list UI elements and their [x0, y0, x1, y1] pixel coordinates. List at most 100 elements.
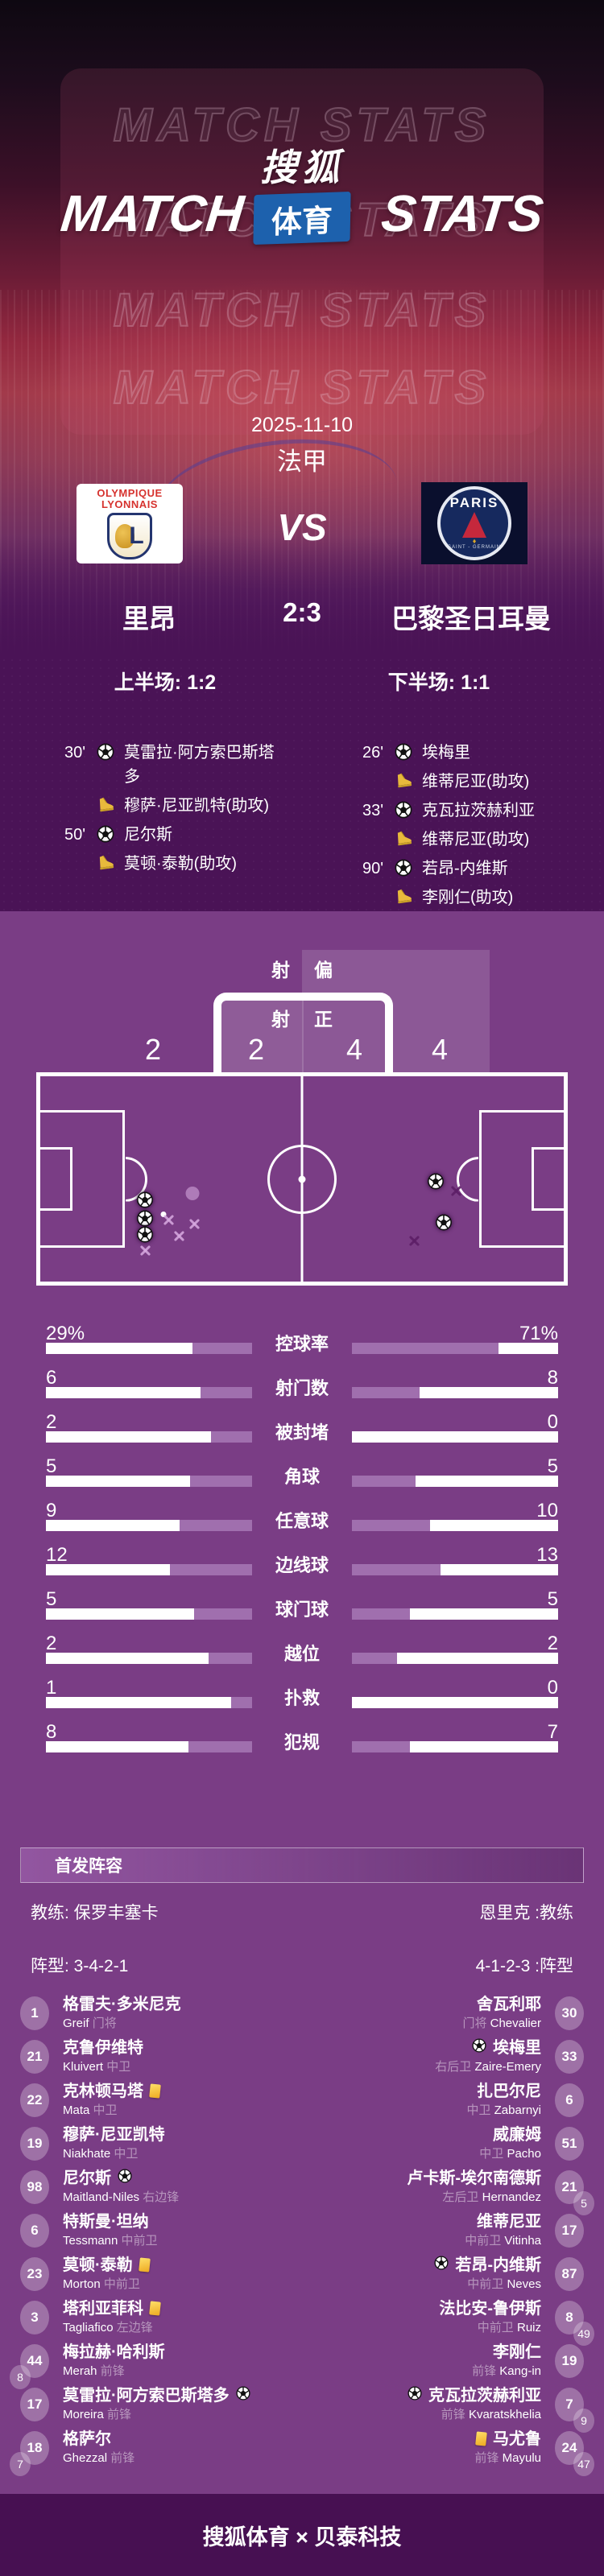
player-main: 法比安-鲁伊斯 中前卫 Ruiz — [439, 2299, 541, 2335]
home-stat-value: 2 — [46, 1633, 57, 1654]
soccer-ball-icon — [427, 1173, 444, 1190]
player-name-line: 克鲁伊维特 — [63, 2038, 143, 2058]
home-stat-value: 1 — [46, 1677, 57, 1699]
event-player: 维蒂尼亚(助攻) — [422, 773, 530, 791]
player-name-line: 梅拉赫·哈利斯 — [63, 2343, 165, 2362]
missed-shot-marker — [188, 1218, 201, 1235]
player-main: 梅拉赫·哈利斯 Merah 前锋 — [63, 2343, 165, 2379]
player-latin-name: Hernandez — [482, 2190, 541, 2204]
shirt-number-badge: 17 — [555, 2214, 584, 2248]
goal-event-row: 90' 若昂-内维斯 — [362, 857, 604, 881]
home-stat-fill — [188, 1741, 252, 1752]
second-half-score: 下半场: 1:1 — [387, 671, 490, 694]
shirt-number-badge: 22 — [20, 2083, 49, 2117]
player-latin-name: Greif — [63, 2017, 89, 2030]
shirt-number-badge: 3 — [20, 2301, 49, 2334]
player-subline: Tessmann 中前卫 — [63, 2234, 158, 2248]
shirt-number-badge: 30 — [555, 1996, 584, 2030]
event-icon — [395, 741, 422, 765]
stat-label: 被封堵 — [275, 1422, 329, 1443]
player-name-line: 穆萨·尼亚凯特 — [63, 2125, 165, 2145]
shirt-number-badge: 6 — [20, 2214, 49, 2248]
goal-location-marker — [435, 1214, 452, 1235]
shirt-number-badge: 87 — [555, 2257, 584, 2291]
event-icon — [395, 857, 422, 881]
player-name: 格雷夫·多米尼克 — [63, 1996, 181, 2013]
shots-off-target-label: 射偏 — [271, 960, 357, 980]
player-latin-name: Morton — [63, 2277, 101, 2291]
event-player: 埃梅里 — [422, 744, 470, 762]
player-main: 特斯曼·坦纳 Tessmann 中前卫 — [63, 2212, 158, 2248]
soccer-ball-icon — [434, 2256, 449, 2270]
player-main: 穆萨·尼亚凯特 Niakhate 中卫 — [63, 2125, 165, 2161]
stat-label: 扑救 — [283, 1688, 320, 1708]
soccer-ball-icon — [137, 1191, 153, 1208]
event-time: 50' — [64, 826, 86, 844]
stat-label: 犯规 — [283, 1732, 320, 1752]
vs-label: VS — [277, 506, 327, 548]
stat-row: 29% 71% 控球率 — [0, 1324, 604, 1368]
home-stat-bar — [46, 1520, 252, 1531]
player-position: 中前卫 — [121, 2234, 158, 2248]
player-name: 穆萨·尼亚凯特 — [63, 2126, 165, 2144]
home-stat-value: 9 — [46, 1500, 57, 1521]
player-latin-name: Mata — [63, 2103, 90, 2117]
player-name-line: 克林顿马塔 — [63, 2082, 161, 2101]
soccer-ball-icon — [137, 1210, 153, 1226]
player-latin-name: Pacho — [507, 2147, 541, 2161]
event-icon — [97, 852, 124, 876]
stat-label: 控球率 — [275, 1334, 329, 1354]
player-row: 6 特斯曼·坦纳 Tessmann 中前卫 — [0, 2212, 302, 2256]
sports-logo-box: 体育 — [253, 191, 351, 246]
away-stat-value: 71% — [519, 1323, 558, 1344]
goal-event-row: 维蒂尼亚(助攻) — [362, 828, 604, 852]
home-team-name: 里昂 — [122, 604, 176, 634]
substitute-number-badge: 9 — [573, 2409, 594, 2433]
soccer-ball-icon — [435, 1214, 452, 1231]
player-name-line: 法比安-鲁伊斯 — [439, 2299, 541, 2318]
final-score: 2:3 — [283, 597, 321, 627]
footer-text: 搜狐体育 × 贝泰科技 — [202, 2524, 402, 2549]
home-stat-fill — [192, 1343, 252, 1354]
goal-event-row: 莫顿·泰勒(助攻) — [64, 852, 306, 876]
player-name: 若昂-内维斯 — [455, 2256, 541, 2274]
substitute-number-badge: 8 — [10, 2365, 31, 2389]
player-name: 尼尔斯 — [63, 2169, 111, 2187]
player-subline: Moreira 前锋 — [63, 2408, 250, 2422]
watermark-text: MATCH STATS — [113, 361, 491, 415]
player-subline: Morton 中前卫 — [63, 2277, 150, 2292]
assist-boot-icon — [99, 797, 114, 812]
player-subline: Merah 前锋 — [63, 2364, 165, 2379]
player-subline: Ghezzal 前锋 — [63, 2451, 134, 2466]
event-player: 维蒂尼亚(助攻) — [422, 831, 530, 848]
away-stat-value: 13 — [536, 1544, 558, 1566]
soccer-ball-icon — [407, 2386, 422, 2401]
player-latin-name: Zabarnyi — [494, 2103, 541, 2117]
away-stat-bar — [352, 1697, 558, 1708]
player-name-line: 威廉姆 — [479, 2125, 541, 2145]
away-stat-value: 8 — [547, 1367, 558, 1389]
player-name-line: 莫雷拉·阿方索巴斯塔多 — [63, 2386, 250, 2405]
shots-on-target-label: 射正 — [271, 1009, 357, 1030]
player-main: 威廉姆 中卫 Pacho — [479, 2125, 541, 2161]
goal-frame — [213, 993, 393, 1072]
player-row: 24 马尤鲁 前锋 Mayulu 47 — [302, 2429, 604, 2476]
home-stat-value: 29% — [46, 1323, 85, 1344]
player-main: 莫雷拉·阿方索巴斯塔多 Moreira 前锋 — [63, 2386, 250, 2422]
player-subline: 中前卫 Vitinha — [465, 2234, 541, 2248]
player-name: 威廉姆 — [493, 2126, 541, 2144]
player-name: 法比安-鲁伊斯 — [439, 2300, 541, 2318]
player-name-line: 若昂-内维斯 — [434, 2256, 541, 2275]
soccer-ball-icon — [97, 825, 114, 843]
stat-row: 5 5 角球 — [0, 1457, 604, 1501]
away-stat-bar — [352, 1431, 558, 1443]
soccer-ball-icon — [395, 801, 412, 819]
soccer-ball-icon — [395, 859, 412, 877]
shirt-number-badge: 19 — [555, 2344, 584, 2378]
home-stat-bar — [46, 1608, 252, 1620]
player-row: 17 莫雷拉·阿方索巴斯塔多 Moreira 前锋 — [0, 2386, 302, 2429]
away-stat-bar — [352, 1520, 558, 1531]
player-position: 前锋 — [472, 2364, 497, 2378]
player-name: 克瓦拉茨赫利亚 — [428, 2387, 541, 2405]
